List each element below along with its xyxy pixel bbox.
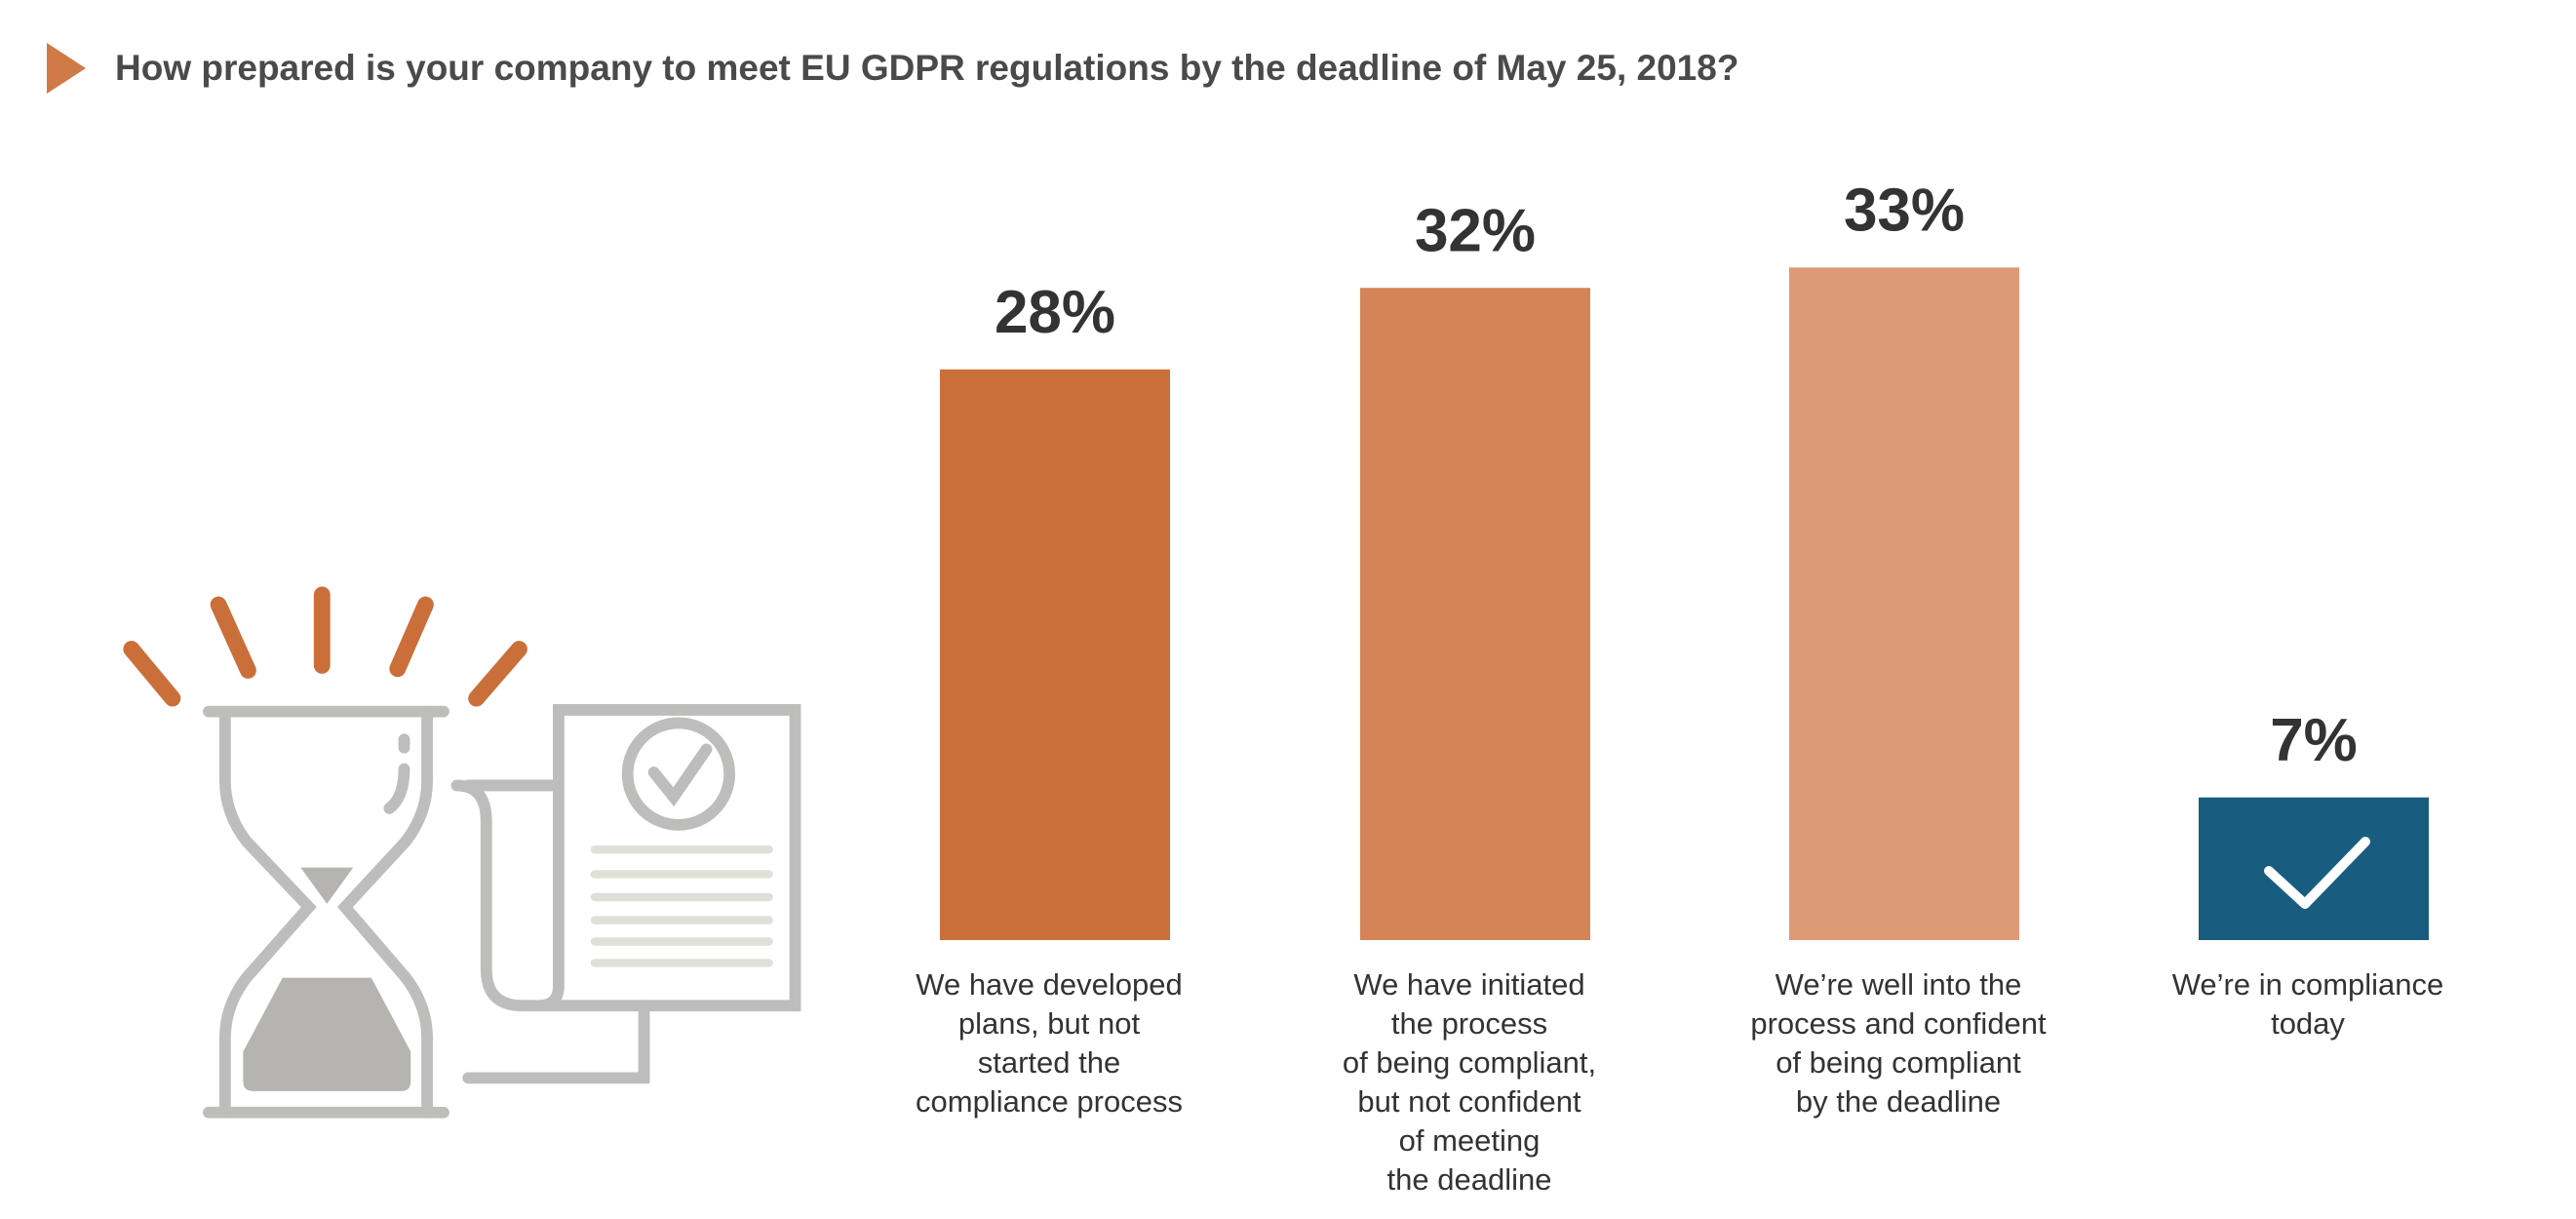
bar [2199,797,2429,940]
category-label: but not confident [1357,1084,1581,1119]
bar [1360,288,1590,940]
value-label: 33% [1844,177,1965,245]
category-label: of being compliant [1776,1045,2021,1080]
value-label: 7% [2270,707,2358,774]
category-label: the deadline [1387,1162,1552,1197]
category-label: of meeting [1399,1123,1541,1158]
category-label: We have developed [916,967,1182,1002]
category-label: today [2271,1006,2345,1041]
category-label: We have initiated [1353,967,1584,1002]
value-label: 28% [995,279,1115,346]
illustration [123,586,801,1119]
category-label: of being compliant, [1343,1045,1596,1080]
title-marker [47,43,86,94]
value-label: 32% [1415,198,1536,265]
category-label: by the deadline [1796,1084,2001,1119]
chart-title: How prepared is your company to meet EU … [115,48,1738,88]
category-label: process and confident [1750,1006,2047,1041]
category-label: started the [978,1045,1120,1080]
category-label: We’re in compliance [2172,967,2444,1002]
category-label: plans, but not [958,1006,1141,1041]
category-label: We’re well into the [1776,967,2022,1002]
bar [1789,267,2019,940]
bar [940,369,1170,940]
check-icon [2264,837,2370,909]
category-label: the process [1391,1006,1547,1041]
category-label: compliance process [916,1084,1183,1119]
